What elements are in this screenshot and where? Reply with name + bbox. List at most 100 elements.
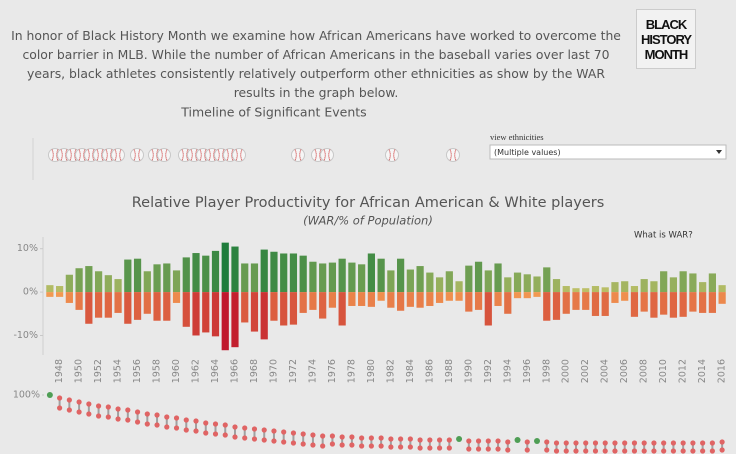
dot xyxy=(193,428,199,434)
x-tick-label: 1988 xyxy=(444,359,455,383)
bar xyxy=(231,246,239,293)
bar xyxy=(552,279,561,293)
dot xyxy=(466,446,472,452)
dot xyxy=(427,445,433,451)
dot xyxy=(320,433,326,439)
baseball-stitch xyxy=(226,149,229,161)
dot xyxy=(339,442,345,448)
dot xyxy=(651,440,657,446)
bar xyxy=(426,272,434,293)
bar xyxy=(289,292,298,325)
dot xyxy=(670,448,677,454)
baseball-stitch xyxy=(299,149,302,161)
dot xyxy=(222,422,228,428)
baseball-stitch xyxy=(213,149,216,161)
bar xyxy=(572,288,580,293)
dropdown-arrow[interactable] xyxy=(716,150,722,154)
bar xyxy=(104,275,112,293)
filter-dropdown[interactable] xyxy=(489,144,727,160)
bar xyxy=(56,292,64,297)
bar xyxy=(679,271,687,293)
bar xyxy=(192,253,200,293)
bar xyxy=(494,292,502,306)
bar xyxy=(630,286,639,293)
bar xyxy=(377,258,385,293)
timeline-title: Timeline of Significant Events xyxy=(180,105,366,120)
bar xyxy=(221,292,229,351)
bar xyxy=(591,292,600,316)
dot xyxy=(544,439,550,445)
baseball-stitch xyxy=(231,149,234,161)
dot xyxy=(631,440,638,446)
bar xyxy=(221,242,229,293)
bar xyxy=(601,287,609,293)
dot xyxy=(183,417,189,423)
dot xyxy=(524,447,530,453)
bar xyxy=(435,277,444,293)
bar xyxy=(611,292,619,303)
dot xyxy=(661,448,667,454)
bar xyxy=(699,282,707,293)
filter-value[interactable]: (Multiple values) xyxy=(494,148,561,157)
war-link[interactable]: What is WAR? xyxy=(634,231,693,241)
dot xyxy=(573,448,579,454)
logo-line: MONTH xyxy=(644,46,689,62)
bar xyxy=(299,292,307,313)
dot xyxy=(417,445,423,451)
baseball-stitch xyxy=(114,149,117,161)
dot xyxy=(290,430,297,436)
dot xyxy=(719,439,725,445)
bar xyxy=(445,271,453,293)
dot xyxy=(232,424,238,430)
bar xyxy=(601,292,609,316)
baseball-stitch xyxy=(449,149,452,161)
bar xyxy=(621,281,629,293)
bar xyxy=(270,251,278,293)
bar xyxy=(640,292,648,312)
logo-line: HISTORY xyxy=(640,31,692,47)
bar xyxy=(143,292,151,314)
dot xyxy=(427,437,433,443)
dot xyxy=(212,431,219,437)
bar xyxy=(523,274,531,293)
x-tick-label: 1954 xyxy=(113,359,124,383)
dot xyxy=(651,448,657,454)
baseball-stitch xyxy=(235,149,238,161)
x-tick-label: 1998 xyxy=(541,359,552,383)
x-tick-label: 1950 xyxy=(74,359,85,383)
bar xyxy=(630,292,639,317)
bar xyxy=(640,279,648,293)
bar xyxy=(114,279,122,293)
bar xyxy=(435,292,444,303)
bar xyxy=(543,267,551,293)
dot xyxy=(300,431,306,437)
dot xyxy=(290,440,297,446)
baseball-stitch xyxy=(328,149,331,161)
baseball-stitch xyxy=(393,149,396,161)
bar xyxy=(426,292,434,306)
x-tick-label: 1986 xyxy=(424,359,435,383)
bar xyxy=(367,253,375,293)
dot xyxy=(641,448,647,454)
baseball-stitch xyxy=(186,149,189,161)
dot xyxy=(446,445,452,451)
dot xyxy=(66,397,72,403)
bar xyxy=(455,292,463,301)
dot xyxy=(95,413,102,419)
dot xyxy=(573,440,579,446)
baseball-stitch xyxy=(83,149,86,161)
bar xyxy=(153,292,161,321)
x-tick-label: 1948 xyxy=(54,359,65,383)
bar xyxy=(280,292,288,326)
dot xyxy=(281,439,287,445)
bar xyxy=(348,292,356,306)
bar xyxy=(85,266,93,293)
dot xyxy=(719,447,725,453)
bar xyxy=(504,292,512,314)
bar xyxy=(124,259,132,293)
bar xyxy=(718,292,726,304)
dot xyxy=(592,440,599,446)
x-tick-label: 1952 xyxy=(93,359,104,383)
dot xyxy=(436,437,443,443)
bar xyxy=(241,292,249,323)
